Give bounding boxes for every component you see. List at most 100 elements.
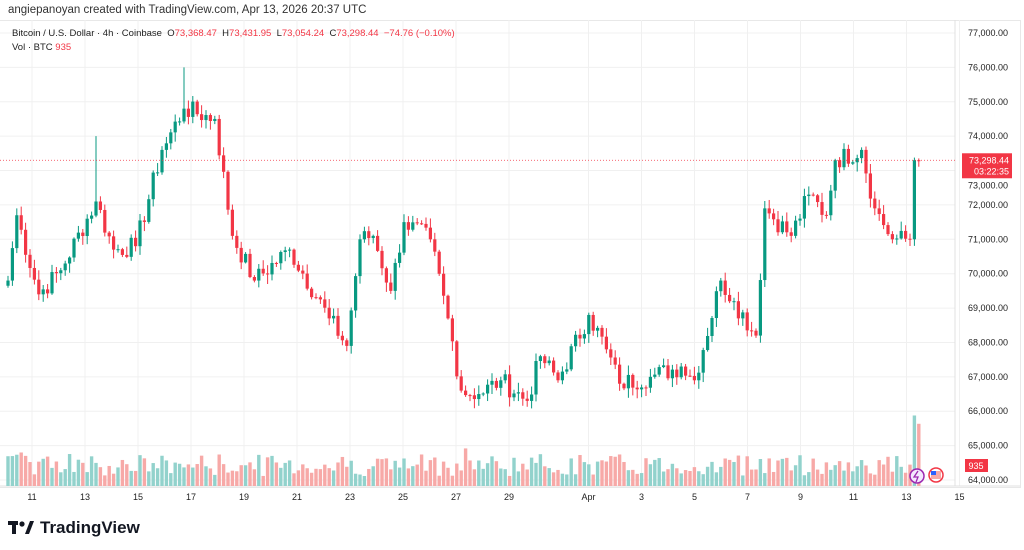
volume-bar xyxy=(380,459,384,486)
candle-up xyxy=(516,392,520,394)
volume-bar xyxy=(406,468,411,486)
volume-bar xyxy=(499,468,503,486)
x-tick-label: 15 xyxy=(133,492,143,502)
candle-down xyxy=(464,390,468,396)
bar-countdown: 03:22:35 xyxy=(974,166,1009,176)
volume-bar xyxy=(345,466,349,486)
candle-down xyxy=(521,392,525,399)
volume-bar xyxy=(362,475,367,486)
volume-bar xyxy=(494,461,499,486)
candle-down xyxy=(310,288,314,298)
volume-bar xyxy=(323,464,327,486)
volume-bar xyxy=(639,473,644,486)
volume-bar xyxy=(881,464,886,486)
x-tick-label: 5 xyxy=(692,492,697,502)
y-tick-label: 64,000.00 xyxy=(968,475,1008,485)
x-tick-label: 17 xyxy=(186,492,196,502)
volume-bar xyxy=(525,469,529,486)
candle-up xyxy=(758,280,762,336)
volume-bar xyxy=(221,464,226,486)
volume-bar xyxy=(657,458,661,486)
y-tick-label: 72,000.00 xyxy=(968,200,1008,210)
volume-bar xyxy=(76,459,81,486)
volume-bar xyxy=(402,458,406,486)
candle-up xyxy=(662,365,666,368)
volume-bar xyxy=(279,467,283,486)
candle-up xyxy=(402,222,406,253)
candle-up xyxy=(706,335,710,351)
volume-bar xyxy=(829,469,833,486)
volume-bar xyxy=(151,463,155,486)
candle-down xyxy=(578,334,582,339)
x-tick-label: 21 xyxy=(292,492,302,502)
candle-up xyxy=(860,149,864,159)
volume-bar xyxy=(886,456,890,486)
y-tick-label: 70,000.00 xyxy=(968,269,1008,279)
candle-up xyxy=(116,249,120,251)
volume-bar xyxy=(917,423,921,486)
volume-bar xyxy=(182,467,186,486)
x-tick-label: 27 xyxy=(451,492,461,502)
volume-bar xyxy=(758,459,763,486)
volume-bar xyxy=(837,461,842,486)
candle-up xyxy=(499,380,503,388)
candle-up xyxy=(178,121,182,123)
volume-bar xyxy=(859,460,864,486)
volume-bar xyxy=(692,467,697,486)
candle-down xyxy=(384,268,388,283)
volume-bar xyxy=(543,466,547,486)
volume-bar xyxy=(186,464,191,486)
candle-up xyxy=(393,262,397,291)
volume-bar xyxy=(855,466,859,486)
candle-up xyxy=(798,218,802,221)
volume-bar xyxy=(851,471,855,486)
candle-up xyxy=(411,222,415,230)
candle-down xyxy=(24,229,28,255)
candle-up xyxy=(763,208,767,281)
candle-down xyxy=(112,236,116,250)
candle-down xyxy=(635,387,639,390)
volume-bar xyxy=(393,460,397,486)
volume-bar xyxy=(419,454,424,486)
candle-down xyxy=(32,267,36,280)
candle-down xyxy=(120,249,124,255)
open-value: 73,368.47 xyxy=(174,28,217,39)
candle-up xyxy=(732,301,736,303)
volume-bar xyxy=(754,469,758,486)
y-tick-label: 77,000.00 xyxy=(968,28,1008,38)
candle-up xyxy=(164,143,168,150)
candle-down xyxy=(54,272,58,274)
volume-bar xyxy=(133,470,138,486)
volume-bar xyxy=(912,415,917,486)
candle-down xyxy=(208,115,212,121)
candle-up xyxy=(697,372,701,381)
tradingview-logo[interactable]: TradingView xyxy=(8,518,140,538)
volume-bar xyxy=(226,472,230,486)
candle-down xyxy=(446,295,450,319)
candle-up xyxy=(741,312,745,319)
change-value: −74.76 (−0.10%) xyxy=(383,28,455,39)
y-tick-label: 74,000.00 xyxy=(968,131,1008,141)
chart-frame[interactable] xyxy=(0,20,1021,488)
volume-bar xyxy=(10,456,15,486)
candle-up xyxy=(534,360,538,395)
candle-up xyxy=(855,158,859,163)
volume-bar xyxy=(424,470,428,486)
volume-bar xyxy=(45,456,50,486)
candle-down xyxy=(248,253,252,278)
candle-up xyxy=(288,249,292,251)
lightning-event-icon[interactable] xyxy=(909,468,925,484)
volume-bar xyxy=(340,456,345,486)
candle-up xyxy=(41,289,45,295)
candle-up xyxy=(582,334,586,339)
y-tick-label: 76,000.00 xyxy=(968,62,1008,72)
volume-bar xyxy=(389,469,393,486)
candle-down xyxy=(340,335,344,341)
candle-up xyxy=(657,367,661,375)
candle-up xyxy=(569,346,573,370)
y-tick-label: 65,000.00 xyxy=(968,441,1008,451)
candle-down xyxy=(252,277,256,281)
y-tick-label: 71,000.00 xyxy=(968,234,1008,244)
volume-bar xyxy=(67,454,72,486)
